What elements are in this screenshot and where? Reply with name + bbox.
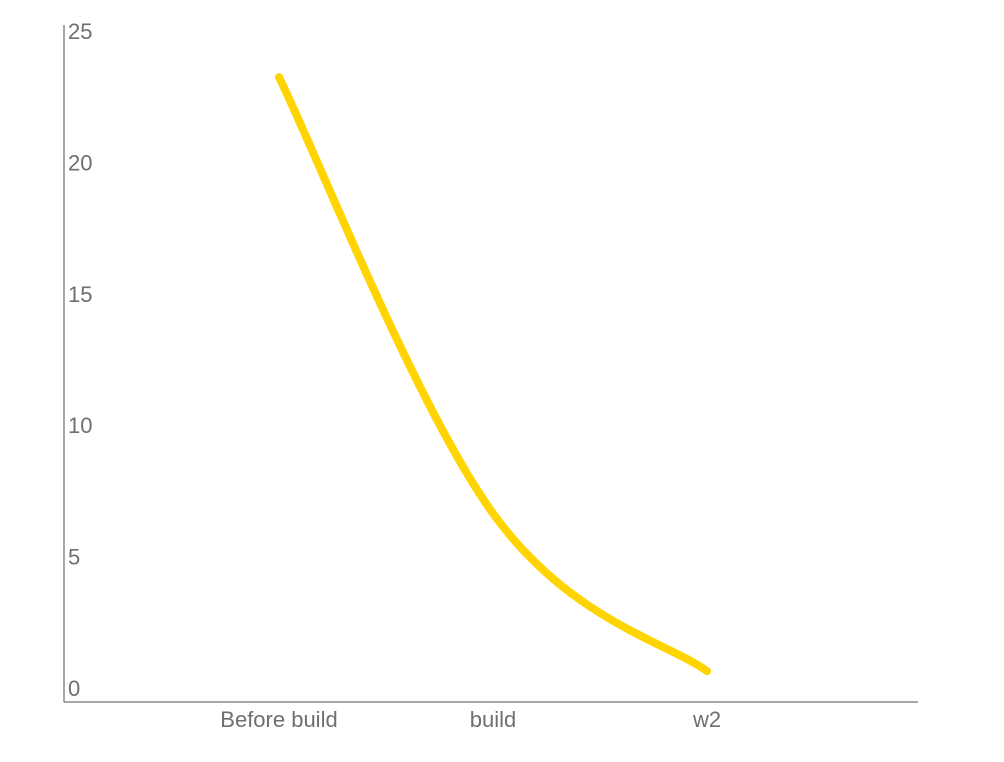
series-line xyxy=(275,73,711,676)
x-tick-label: Before build xyxy=(220,707,337,732)
y-tick-label: 20 xyxy=(68,150,92,175)
x-tick-label: w2 xyxy=(692,707,721,732)
series-lines xyxy=(275,73,711,676)
x-axis: Before build build w2 xyxy=(64,701,918,732)
x-tick-label: build xyxy=(470,707,516,732)
y-tick-label: 25 xyxy=(68,19,92,44)
y-axis: 0 5 10 15 20 25 xyxy=(63,19,92,702)
y-tick-labels: 0 5 10 15 20 25 xyxy=(68,19,92,701)
x-tick-labels: Before build build w2 xyxy=(220,707,721,732)
y-tick-label: 15 xyxy=(68,282,92,307)
y-tick-label: 0 xyxy=(68,676,80,701)
y-tick-label: 10 xyxy=(68,413,92,438)
y-tick-label: 5 xyxy=(68,545,80,570)
